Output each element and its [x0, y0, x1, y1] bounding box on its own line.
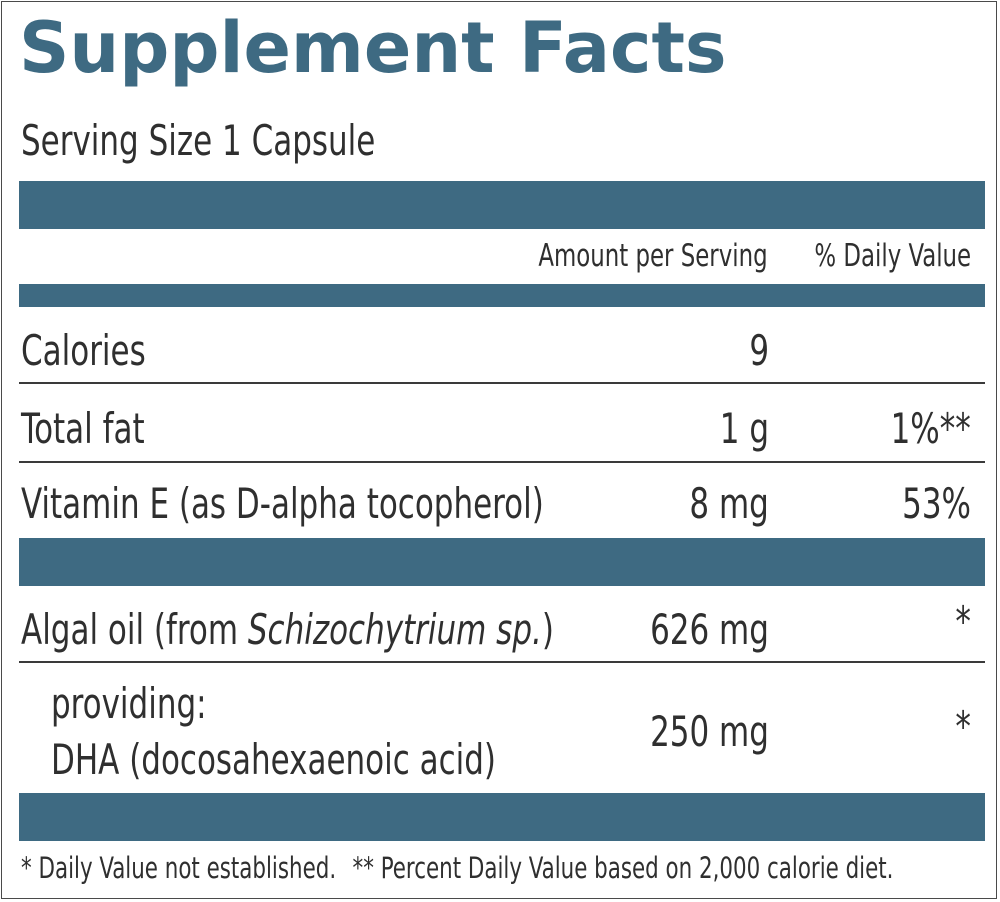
row-total-fat-name: Total fat	[21, 404, 145, 453]
panel-title: Supplement Facts	[19, 7, 727, 89]
row-algal-oil-dv: *	[955, 597, 971, 646]
header-daily-value: % Daily Value	[814, 238, 971, 274]
row-divider	[19, 461, 985, 463]
footnote-double-asterisk: ** Percent Daily Value based on 2,000 ca…	[352, 851, 894, 885]
row-vitamin-e-name: Vitamin E (as D-alpha tocopherol)	[21, 479, 544, 528]
row-algal-oil-amount: 626 mg	[650, 605, 769, 654]
row-total-fat-amount: 1 g	[719, 404, 769, 453]
row-calories-amount: 9	[749, 326, 769, 375]
row-algal-oil-name: Algal oil (from Schizochytrium sp.)	[21, 605, 554, 655]
algal-oil-name-suffix: )	[541, 605, 554, 654]
thick-rule-header	[19, 284, 985, 307]
thick-rule-bottom	[19, 793, 985, 841]
row-vitamin-e-amount: 8 mg	[689, 479, 769, 528]
algal-oil-species: Schizochytrium sp.	[247, 605, 542, 654]
row-calories-name: Calories	[21, 326, 146, 375]
row-dha-name: DHA (docosahexaenoic acid)	[51, 735, 497, 784]
row-dha-amount: 250 mg	[650, 707, 769, 756]
row-dha-providing: providing:	[51, 679, 207, 728]
thick-rule-top	[19, 181, 985, 229]
row-divider	[19, 382, 985, 384]
serving-size: Serving Size 1 Capsule	[21, 116, 376, 165]
row-vitamin-e-dv: 53%	[902, 479, 971, 528]
algal-oil-name-prefix: Algal oil (from	[21, 605, 248, 654]
row-total-fat-dv: 1%**	[890, 404, 971, 453]
thick-rule-middle	[19, 538, 985, 586]
footnote-single-asterisk: * Daily Value not established.	[21, 851, 337, 885]
row-divider	[19, 661, 985, 663]
row-dha-dv: *	[955, 702, 971, 751]
header-amount-per-serving: Amount per Serving	[538, 238, 768, 274]
footnotes: * Daily Value not established. ** Percent…	[21, 851, 893, 886]
